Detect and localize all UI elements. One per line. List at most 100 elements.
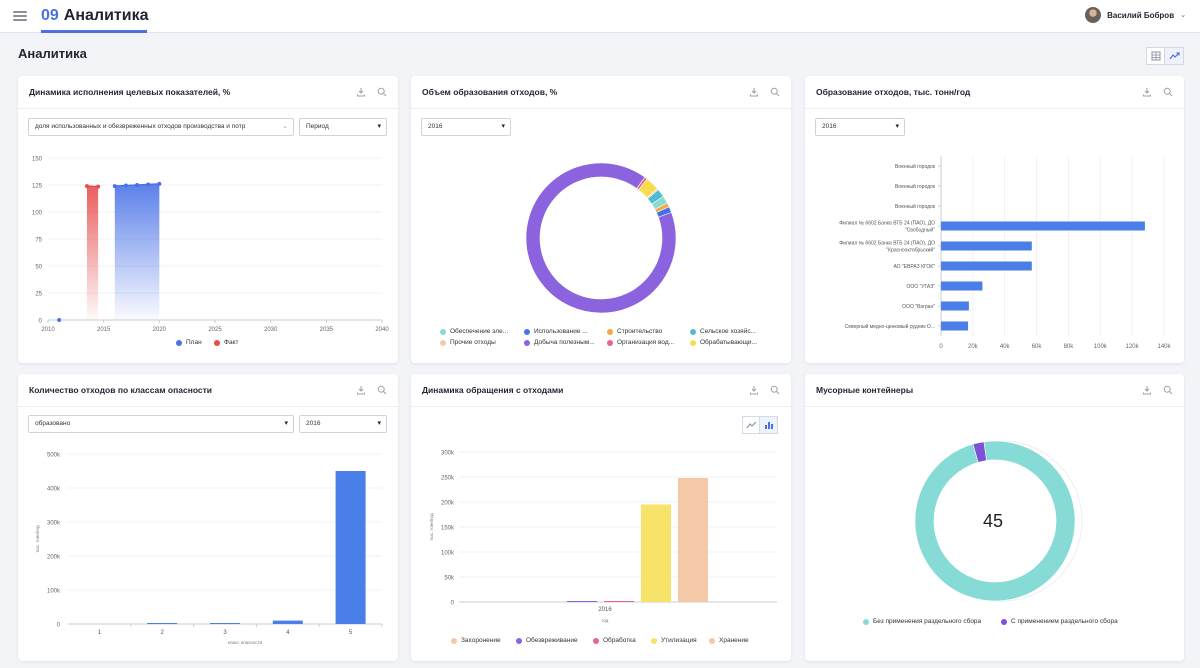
waste-type-select[interactable]: образовано ▾ bbox=[28, 415, 294, 433]
waste-share-donut bbox=[525, 162, 677, 314]
card-title: Количество отходов по классам опасности bbox=[29, 385, 213, 395]
x-tick-label: 2010 bbox=[41, 327, 55, 333]
y-tick-label: 50 bbox=[35, 265, 42, 271]
data-point bbox=[157, 181, 162, 186]
legend-item[interactable]: Прочие отходы bbox=[440, 339, 496, 346]
bar bbox=[678, 478, 708, 602]
download-icon[interactable] bbox=[748, 384, 760, 396]
data-point bbox=[146, 182, 151, 187]
data-point bbox=[123, 183, 128, 188]
legend-item[interactable]: Обработка bbox=[593, 637, 636, 644]
legend-item-plan[interactable]: План bbox=[176, 339, 202, 346]
bar-chart-button[interactable] bbox=[760, 416, 778, 434]
data-point bbox=[96, 184, 101, 189]
card-actions bbox=[1141, 86, 1174, 98]
search-icon[interactable] bbox=[376, 384, 388, 396]
card-header: Объем образования отходов, % bbox=[411, 76, 791, 109]
legend-item[interactable]: Хранение bbox=[709, 637, 749, 644]
bar bbox=[941, 281, 983, 291]
waste-share-card: Объем образования отходов, % 2016 ▾ Обес… bbox=[411, 76, 791, 363]
y-tick-label: Филиал № 6602 Банка ВТБ 24 (ПАО), ДО bbox=[839, 221, 935, 227]
view-switch bbox=[1146, 47, 1184, 65]
y-tick-label: Филиал № 6602 Банка ВТБ 24 (ПАО), ДО bbox=[839, 241, 935, 247]
search-icon[interactable] bbox=[1162, 86, 1174, 98]
x-tick-label: 2025 bbox=[208, 327, 222, 333]
hamburger-menu-icon[interactable] bbox=[13, 11, 27, 21]
card-header: Динамика исполнения целевых показателей,… bbox=[18, 76, 398, 109]
y-tick-label: АО "ЕВРАЗ КГОК" bbox=[893, 264, 935, 270]
legend-label: Организация вод... bbox=[617, 339, 675, 346]
caret-down-icon: ▾ bbox=[377, 123, 381, 130]
card-actions bbox=[748, 86, 781, 98]
waste-type-select-value: образовано bbox=[35, 420, 71, 427]
app-name: Аналитика bbox=[63, 7, 149, 24]
legend-item[interactable]: Обрабатывающи... bbox=[690, 339, 757, 346]
x-tick-label: 40k bbox=[1000, 344, 1011, 350]
data-point bbox=[84, 184, 89, 189]
hazard-classes-chart: 0 100k 200k 300k 400k 500k тыс. тонн/год 1 2 3 4 5 к… bbox=[35, 453, 383, 645]
legend-item[interactable]: Использование ... bbox=[524, 328, 588, 335]
download-icon[interactable] bbox=[355, 86, 367, 98]
containers-card: Мусорные контейнеры 45 Без применения ра… bbox=[805, 374, 1184, 661]
bar bbox=[941, 221, 1145, 231]
search-icon[interactable] bbox=[376, 86, 388, 98]
indicator-select-value: доля использованных и обезвреженных отхо… bbox=[35, 123, 246, 130]
y-tick-label: 100 bbox=[32, 211, 43, 217]
data-point bbox=[112, 184, 117, 189]
download-icon[interactable] bbox=[355, 384, 367, 396]
grid-icon bbox=[1151, 51, 1160, 61]
period-select[interactable]: Период ▾ bbox=[299, 118, 387, 136]
x-tick-label: 2035 bbox=[320, 327, 334, 333]
x-tick-label: 4 bbox=[286, 630, 290, 636]
top-bar: 09 Аналитика Василий Бобров ⌄ bbox=[0, 0, 1200, 33]
legend-item[interactable]: Строительство bbox=[607, 328, 662, 335]
x-tick-label: 2030 bbox=[264, 327, 278, 333]
waste-generation-chart: 0 20k 40k 60k 80k 100k 120k 140k Военный городок… bbox=[839, 156, 1172, 350]
legend-item[interactable]: Без применения раздельного сбора bbox=[863, 618, 981, 625]
y-tick-label: 500k bbox=[47, 453, 61, 459]
legend-item[interactable]: Сельское хозяйс... bbox=[690, 328, 756, 335]
bar bbox=[941, 321, 969, 331]
legend-item[interactable]: Захоронение bbox=[451, 637, 501, 644]
year-select[interactable]: 2016 ▾ bbox=[421, 118, 511, 136]
table-view-button[interactable] bbox=[1146, 47, 1165, 65]
search-icon[interactable] bbox=[769, 86, 781, 98]
legend-item[interactable]: Обеспечение эле... bbox=[440, 328, 508, 335]
legend-item[interactable]: Обезвреживание bbox=[516, 637, 578, 644]
bar bbox=[567, 601, 597, 602]
bar bbox=[210, 623, 240, 624]
caret-down-icon: ▾ bbox=[501, 123, 505, 130]
y-tick-label: "Краснооктябрьский" bbox=[886, 247, 935, 254]
user-menu[interactable]: Василий Бобров ⌄ bbox=[1085, 7, 1186, 23]
x-axis-label: год bbox=[602, 618, 609, 623]
legend-dot bbox=[1001, 618, 1007, 625]
download-icon[interactable] bbox=[1141, 86, 1153, 98]
x-tick-label: 2015 bbox=[97, 327, 111, 333]
year-select[interactable]: 2016 ▾ bbox=[815, 118, 905, 136]
legend-item[interactable]: Организация вод... bbox=[607, 339, 674, 346]
series-area bbox=[114, 183, 160, 320]
x-tick-label: 1 bbox=[98, 630, 102, 636]
app-title[interactable]: 09 Аналитика bbox=[41, 7, 149, 25]
search-icon[interactable] bbox=[1162, 384, 1174, 396]
legend-dot bbox=[440, 328, 446, 335]
download-icon[interactable] bbox=[748, 86, 760, 98]
legend-item[interactable]: С применением раздельного сбора bbox=[1001, 618, 1118, 625]
hazard-classes-card: Количество отходов по классам опасности … bbox=[18, 374, 398, 661]
pie-slice bbox=[972, 441, 987, 463]
year-select[interactable]: 2016 ▾ bbox=[299, 415, 387, 433]
download-icon[interactable] bbox=[1141, 384, 1153, 396]
data-point bbox=[135, 183, 140, 187]
data-point bbox=[57, 318, 62, 322]
line-chart-button[interactable] bbox=[742, 416, 760, 434]
chart-view-button[interactable] bbox=[1165, 47, 1184, 65]
y-tick-label: 50k bbox=[444, 576, 455, 582]
legend-label: Использование ... bbox=[534, 328, 588, 335]
y-tick-label: 0 bbox=[39, 319, 43, 325]
search-icon[interactable] bbox=[769, 384, 781, 396]
legend-label: Обрабатывающи... bbox=[700, 339, 757, 346]
legend-item-fact[interactable]: Факт bbox=[214, 339, 238, 346]
indicator-select[interactable]: доля использованных и обезвреженных отхо… bbox=[28, 118, 294, 136]
legend-item[interactable]: Утилизация bbox=[651, 637, 697, 644]
legend-item[interactable]: Добыча полезным... bbox=[524, 339, 595, 346]
